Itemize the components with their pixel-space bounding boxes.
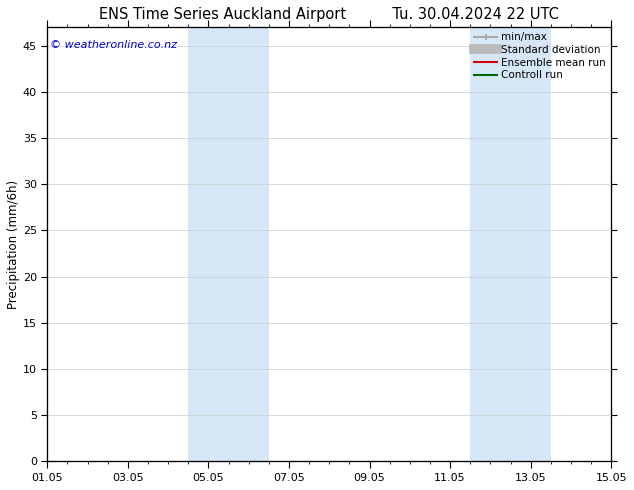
Bar (470, 27, 551, 461)
Legend: min/max, Standard deviation, Ensemble mean run, Controll run: min/max, Standard deviation, Ensemble me… (471, 29, 609, 83)
Text: © weatheronline.co.nz: © weatheronline.co.nz (50, 40, 177, 50)
Bar (188, 27, 269, 461)
Y-axis label: Precipitation (mm/6h): Precipitation (mm/6h) (7, 180, 20, 309)
Title: ENS Time Series Auckland Airport          Tu. 30.04.2024 22 UTC: ENS Time Series Auckland Airport Tu. 30.… (100, 7, 559, 22)
